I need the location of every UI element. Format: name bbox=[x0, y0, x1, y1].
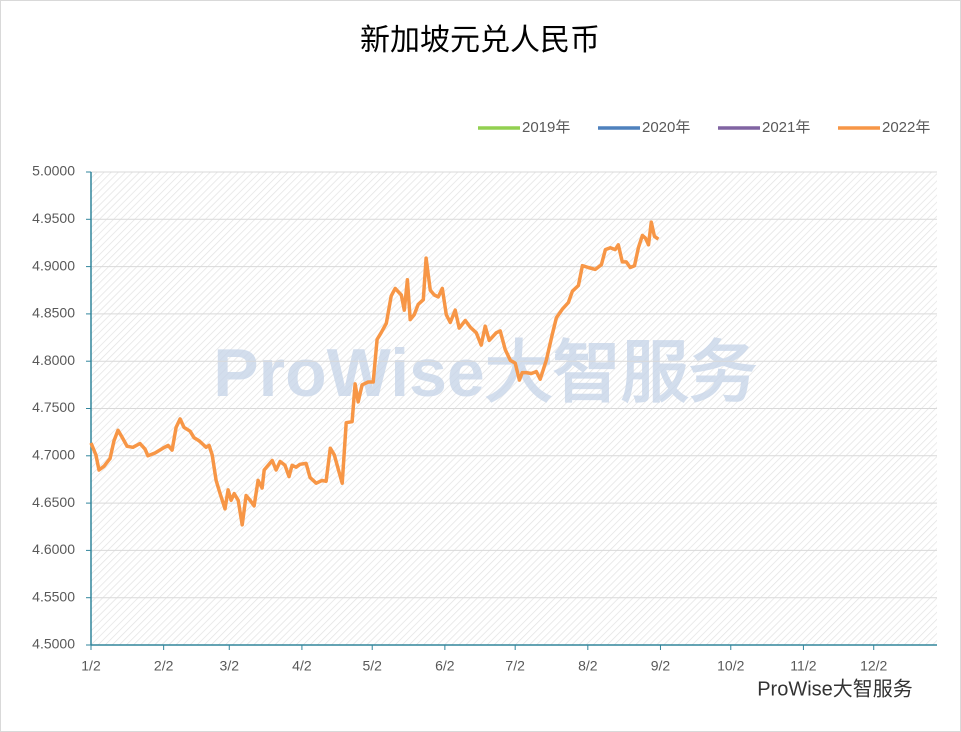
series-line bbox=[89, 220, 660, 527]
y-tick-label: 4.8000 bbox=[32, 352, 75, 368]
plot-layer: 4.5000 4.5500 4.6000 4.6500 4.7000 4.7500 4.80… bbox=[32, 119, 937, 674]
x-tick-label: 9/2 bbox=[651, 658, 671, 674]
y-tick-label: 4.9000 bbox=[32, 257, 75, 273]
legend-label: 2019年 bbox=[522, 119, 570, 136]
x-tick-label: 11/2 bbox=[790, 658, 816, 674]
x-tick-label: 6/2 bbox=[435, 658, 455, 674]
x-tick-label: 4/2 bbox=[292, 658, 312, 674]
x-tick-label: 10/2 bbox=[717, 658, 744, 674]
x-tick-label: 8/2 bbox=[578, 658, 598, 674]
x-tick-label: 12/2 bbox=[860, 658, 887, 674]
y-tick-label: 4.6000 bbox=[32, 541, 75, 557]
y-tick-label: 4.5000 bbox=[32, 636, 75, 652]
legend-label: 2020年 bbox=[642, 119, 690, 136]
y-tick-label: 4.7000 bbox=[32, 447, 75, 463]
y-tick-label: 4.9500 bbox=[32, 210, 75, 226]
legend-label: 2021年 bbox=[762, 119, 810, 136]
y-tick-label: 4.8500 bbox=[32, 305, 75, 321]
y-tick-label: 4.6500 bbox=[32, 494, 75, 510]
source: ProWise大智服务 bbox=[757, 677, 913, 700]
legend-label: 2022年 bbox=[882, 119, 930, 136]
y-tick-label: 4.5500 bbox=[32, 588, 75, 604]
chart-title: 新加坡元兑人民币 bbox=[360, 24, 600, 57]
y-tick-label: 5.0000 bbox=[32, 163, 75, 179]
x-tick-label: 2/2 bbox=[154, 658, 174, 674]
watermark: ProWise大智服务 bbox=[213, 335, 756, 411]
y-tick-label: 4.7500 bbox=[32, 399, 75, 415]
x-tick-label: 1/2 bbox=[81, 658, 101, 674]
x-tick-label: 7/2 bbox=[505, 658, 525, 674]
x-tick-label: 5/2 bbox=[362, 658, 382, 674]
x-tick-label: 3/2 bbox=[220, 658, 240, 674]
